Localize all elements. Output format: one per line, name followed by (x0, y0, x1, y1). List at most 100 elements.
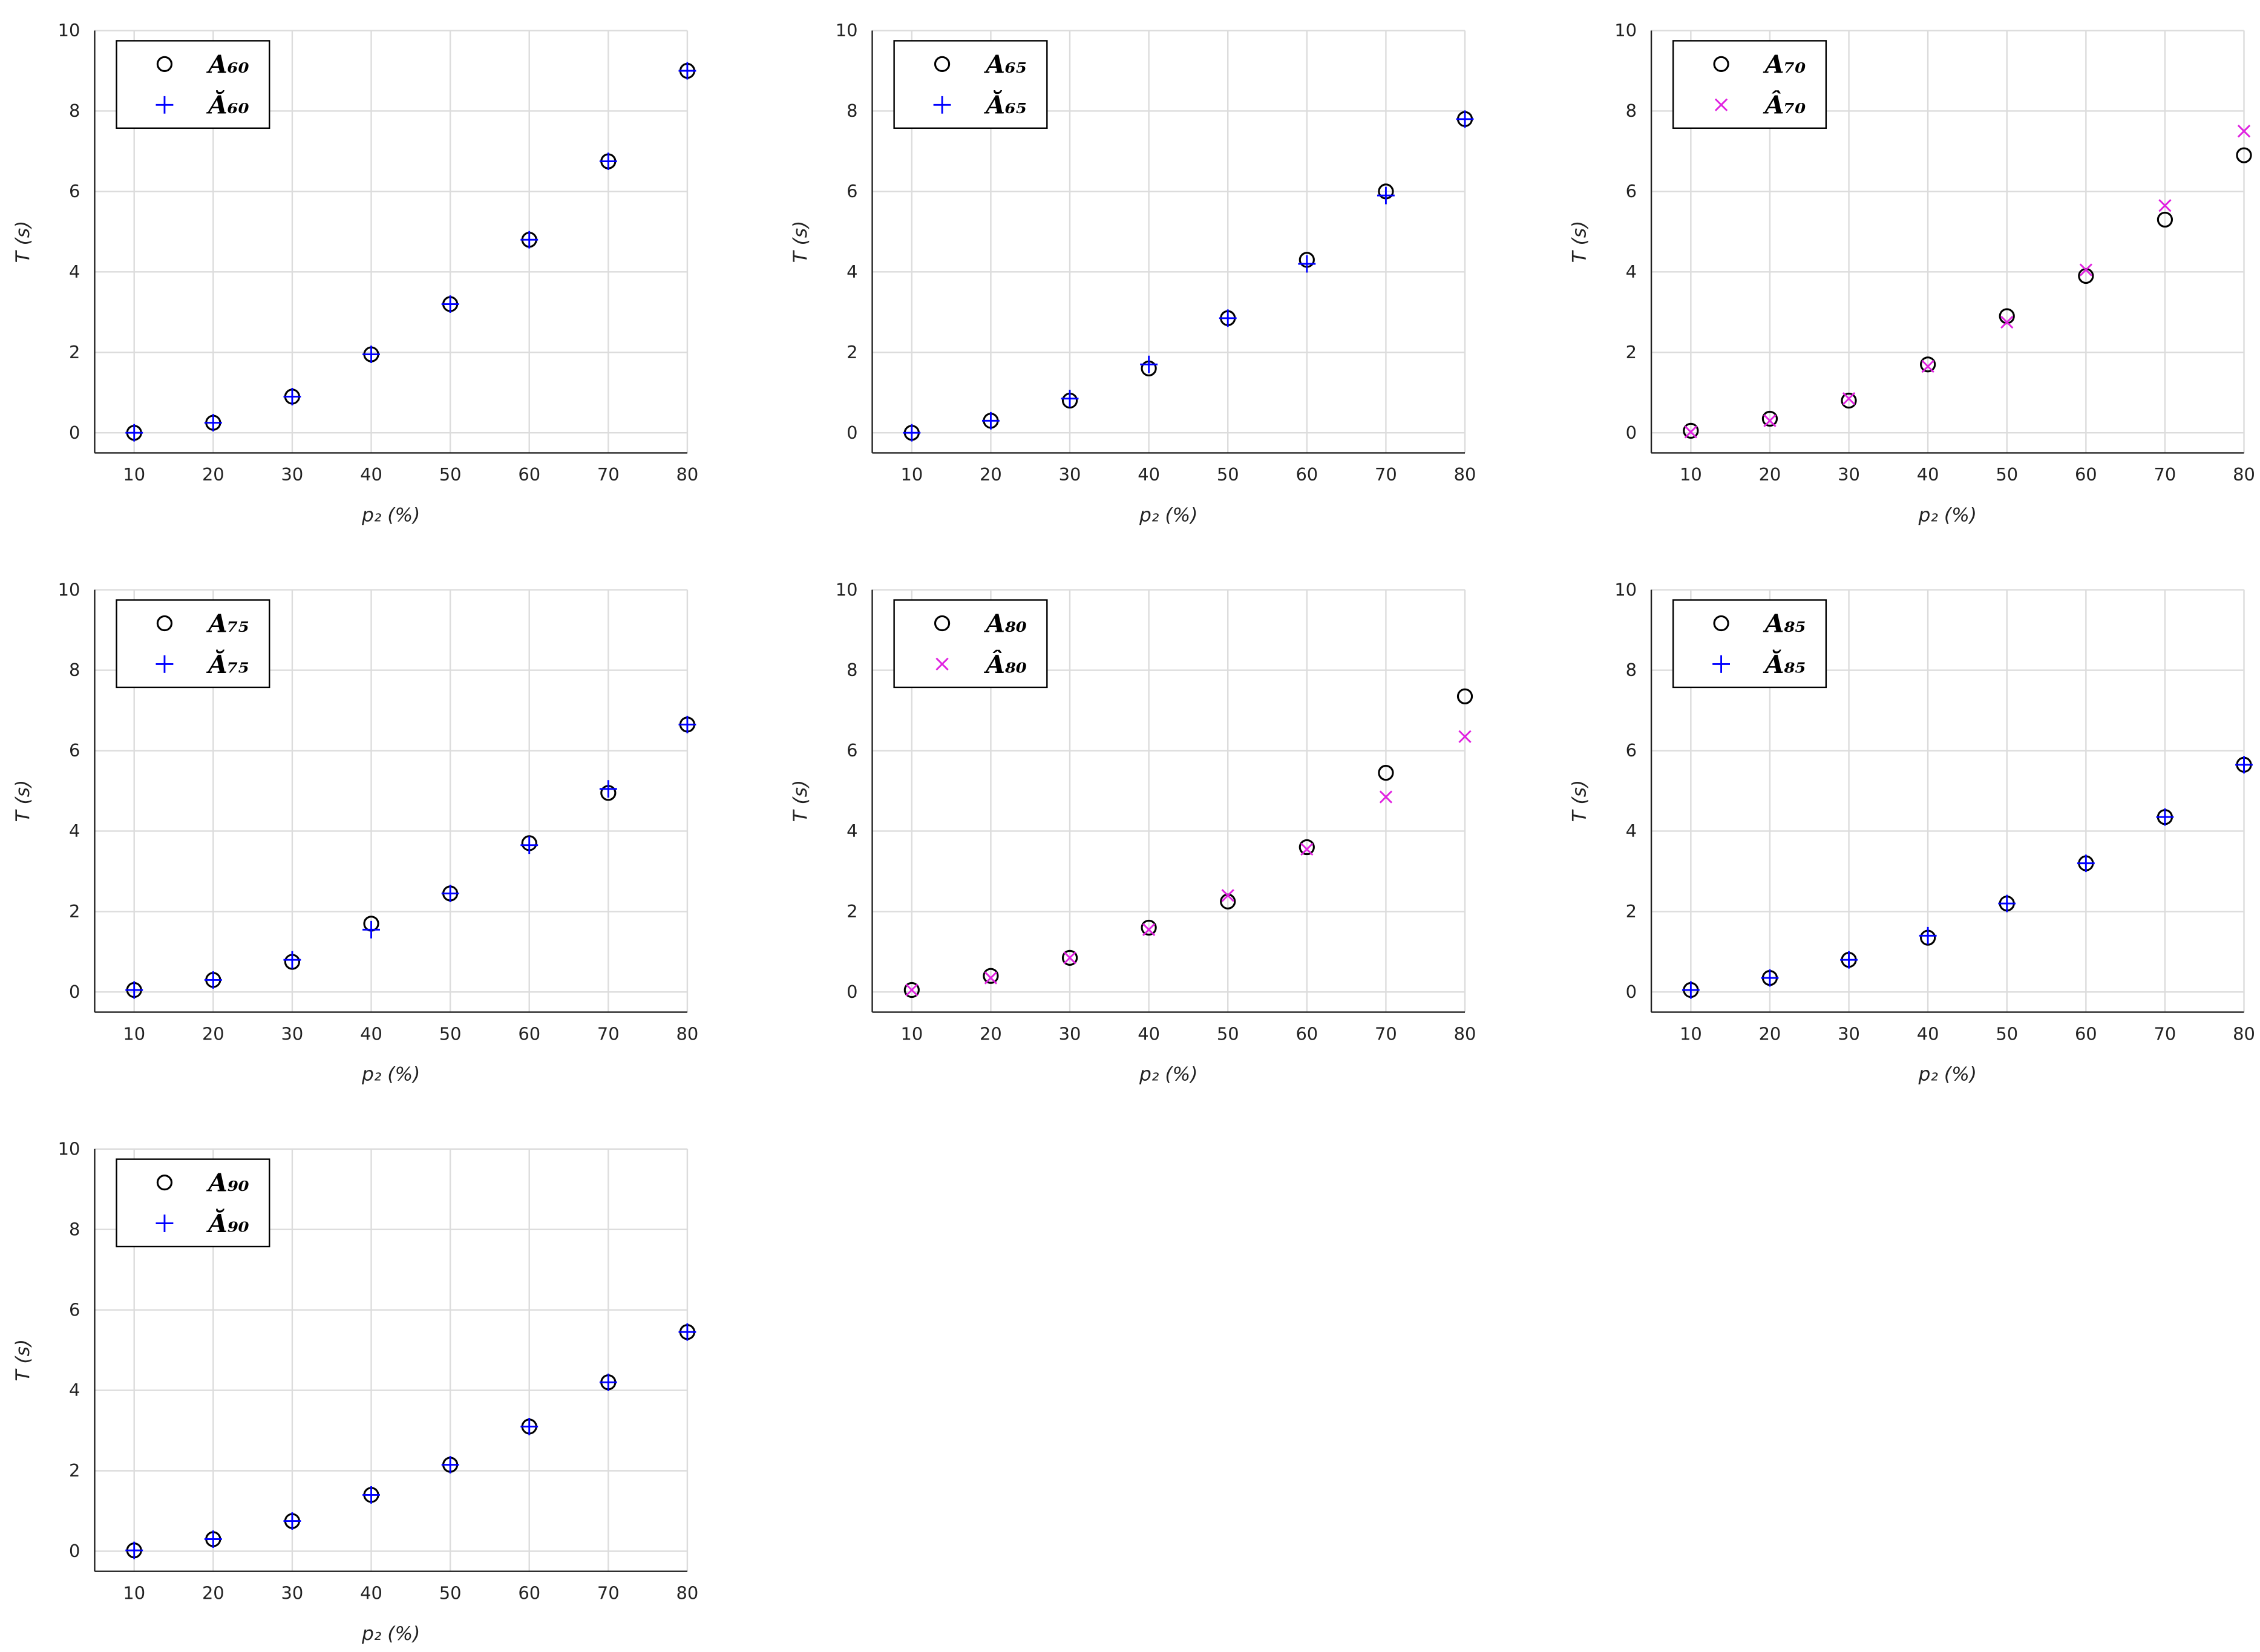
marker-cross (1684, 425, 1697, 439)
x-tick-label: 40 (1917, 464, 1939, 485)
x-tick-label: 60 (518, 1023, 540, 1044)
marker-circle (934, 615, 951, 632)
marker-circle (156, 56, 173, 73)
marker-cross (984, 971, 998, 985)
x-tick-label: 20 (202, 1582, 224, 1603)
marker-circle (983, 968, 999, 984)
y-tick-label: 8 (847, 100, 857, 121)
legend-box (116, 40, 270, 129)
marker-circle (903, 982, 920, 998)
x-tick-label: 40 (360, 1023, 382, 1044)
x-tick-label: 80 (2233, 1023, 2255, 1044)
y-tick-label: 8 (1626, 100, 1637, 121)
subplot: 0 2 4 6 8 10 10 20 30 40 50 60 70 80 p₂ (%) T (s) A₉₀ Ă₉₀ (12, 1138, 698, 1644)
marker-plus (283, 387, 301, 405)
x-tick-label: 50 (439, 1023, 462, 1044)
y-tick-label: 0 (69, 422, 80, 443)
marker-circle (1841, 392, 1857, 409)
y-tick-label: 8 (69, 660, 80, 680)
legend-label: A₇₅ (206, 609, 249, 638)
x-tick-label: 30 (1838, 464, 1860, 485)
marker-circle (1299, 839, 1315, 856)
legend-label: Ă₉₀ (206, 1208, 249, 1238)
marker-cross (1379, 790, 1393, 804)
x-tick-label: 10 (900, 464, 923, 485)
x-tick-label: 40 (360, 1582, 382, 1603)
marker-plus (2235, 756, 2253, 774)
marker-plus (156, 655, 174, 673)
x-tick-label: 60 (518, 464, 540, 485)
x-tick-label: 20 (980, 464, 1002, 485)
marker-cross (2237, 125, 2251, 138)
marker-circle (156, 1175, 173, 1191)
x-tick-label: 70 (1375, 464, 1397, 485)
marker-plus (1840, 951, 1858, 969)
x-tick-label: 60 (518, 1582, 540, 1603)
x-tick-label: 40 (360, 464, 382, 485)
marker-circle (1141, 919, 1157, 936)
x-tick-label: 10 (123, 464, 145, 485)
y-axis-label: T (s) (1569, 221, 1591, 263)
x-tick-label: 30 (1059, 1023, 1081, 1044)
marker-cross (1063, 951, 1076, 965)
legend-box (1672, 40, 1827, 129)
y-axis-label: T (s) (12, 1339, 34, 1382)
marker-circle (1061, 949, 1078, 966)
legend-label: Ă₆₅ (983, 90, 1027, 120)
x-tick-label: 20 (1759, 464, 1781, 485)
marker-plus (362, 1486, 380, 1504)
legend-label: A₆₅ (983, 50, 1027, 79)
legend-label: A₇₀ (1763, 50, 1806, 79)
x-tick-label: 20 (980, 1023, 1002, 1044)
marker-plus (362, 920, 380, 939)
marker-cross (1458, 730, 1472, 743)
y-tick-label: 8 (69, 1219, 80, 1239)
y-tick-label: 4 (847, 261, 857, 282)
marker-plus (678, 715, 696, 733)
marker-plus (1456, 110, 1474, 128)
marker-circle (2157, 211, 2173, 228)
marker-circle (2236, 147, 2252, 163)
x-tick-label: 20 (1759, 1023, 1781, 1044)
marker-plus (441, 885, 459, 902)
marker-circle (1378, 764, 1394, 781)
x-tick-label: 20 (202, 464, 224, 485)
y-tick-label: 4 (847, 821, 857, 841)
marker-plus (599, 1373, 617, 1391)
marker-plus (204, 1530, 222, 1548)
y-tick-label: 4 (69, 1380, 80, 1400)
y-tick-label: 4 (1626, 821, 1637, 841)
marker-cross (2079, 263, 2092, 277)
marker-plus (283, 1512, 301, 1530)
subplot: 0 2 4 6 8 10 10 20 30 40 50 60 70 80 p₂ (%) T (s) A₈₀ Â₈₀ (790, 579, 1476, 1085)
x-axis-label: p₂ (%) (361, 1623, 420, 1645)
marker-circle (1713, 615, 1729, 632)
marker-cross (905, 983, 919, 997)
subplot: 0 2 4 6 8 10 10 20 30 40 50 60 70 80 p₂ (%) T (s) A₇₅ Ă₇₅ (12, 579, 698, 1085)
x-tick-label: 20 (202, 1023, 224, 1044)
y-tick-label: 2 (69, 1460, 80, 1481)
marker-cross (1921, 359, 1934, 373)
marker-plus (2156, 808, 2174, 826)
x-axis-label: p₂ (%) (1139, 505, 1197, 526)
marker-circle (1920, 356, 1936, 373)
marker-circle (934, 56, 951, 73)
marker-plus (1061, 390, 1079, 408)
legend-label: A₆₀ (206, 50, 249, 79)
marker-cross (1221, 889, 1234, 902)
x-tick-label: 80 (676, 1582, 699, 1603)
marker-plus (441, 1456, 459, 1473)
x-tick-label: 30 (1838, 1023, 1860, 1044)
marker-plus (1998, 894, 2016, 913)
y-tick-label: 2 (69, 901, 80, 922)
marker-plus (1219, 309, 1237, 327)
marker-plus (283, 951, 301, 969)
marker-plus (204, 971, 222, 989)
marker-plus (125, 1541, 143, 1559)
y-tick-label: 10 (1614, 579, 1637, 600)
y-tick-label: 2 (69, 342, 80, 362)
x-tick-label: 50 (1996, 1023, 2018, 1044)
x-tick-label: 40 (1917, 1023, 1939, 1044)
y-tick-label: 10 (58, 20, 80, 41)
